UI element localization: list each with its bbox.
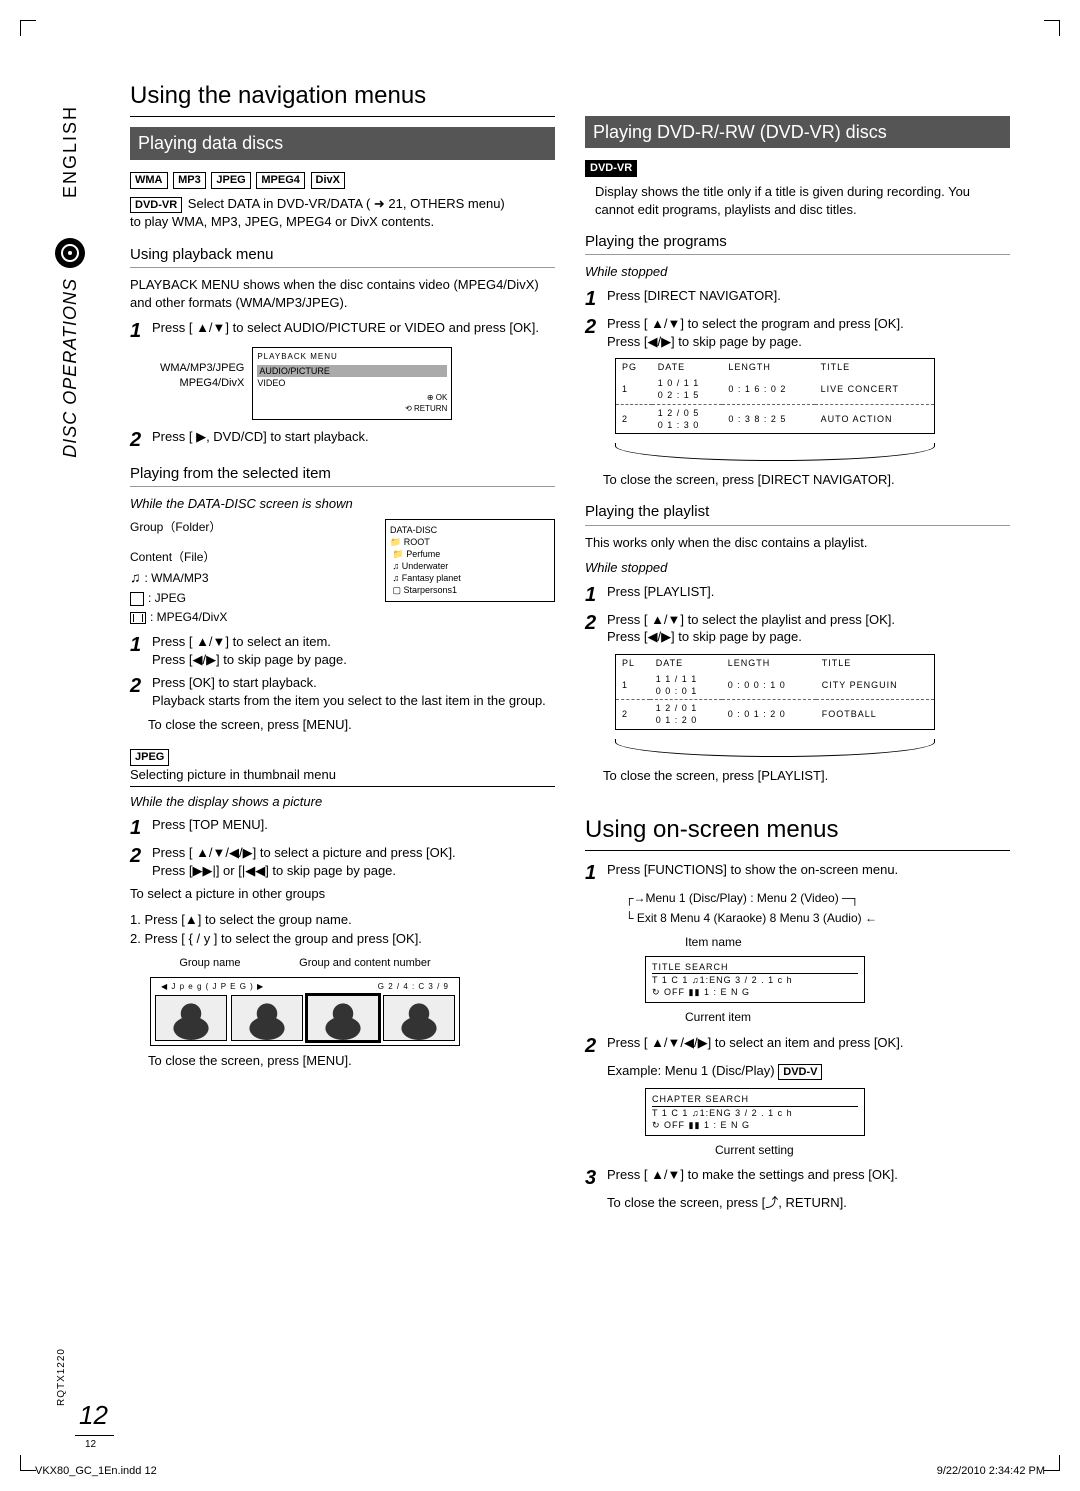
manual-page: ENGLISH DISC OPERATIONS Using the naviga… [0, 0, 1080, 1491]
step-1: 1 Press [ ▲/▼] to select AUDIO/PICTURE o… [130, 319, 555, 341]
section-playing-data-discs: Playing data discs [130, 127, 555, 159]
footer-file: VKX80_GC_1En.indd 12 [35, 1464, 157, 1479]
intro-text: DVD-VR Select DATA in DVD-VR/DATA ( ➜ 21… [130, 195, 555, 231]
badge-jpeg: JPEG [211, 172, 250, 189]
dvdvr-intro: Display shows the title only if a title … [585, 183, 1010, 218]
jpeg-subtitle: Selecting picture in thumbnail menu [130, 766, 555, 787]
close-note-1: To close the screen, press [MENU]. [148, 716, 555, 734]
right-column: Playing DVD-R/-RW (DVD-VR) discs DVD-VR … [585, 80, 1010, 1220]
note-picture: While the display shows a picture [130, 793, 555, 811]
section-dvd-vr: Playing DVD-R/-RW (DVD-VR) discs [585, 116, 1010, 148]
close-note-2: To close the screen, press [MENU]. [148, 1052, 555, 1070]
badge-dvd-vr-filled: DVD-VR [585, 160, 637, 177]
section-label: DISC OPERATIONS [58, 278, 82, 458]
film-icon [130, 612, 146, 624]
subhead-playback-menu: Using playback menu [130, 245, 555, 268]
menu-flow-diagram: ┌→Menu 1 (Disc/Play) : Menu 2 (Video) ─┐… [625, 889, 965, 927]
thumbnail-diagram: ◀ J p e g ( J P E G ) ▶ G 2 / 4 : C 3 / … [150, 977, 460, 1047]
badge-mpeg4: MPEG4 [256, 172, 305, 189]
music-icon [130, 571, 145, 585]
osd-diagram-1: TITLE SEARCH T 1 C 1 ♫1:ENG 3 / 2 . 1 c … [645, 956, 865, 1003]
badge-wma: WMA [130, 172, 168, 189]
doc-code: RQTX1220 [55, 1348, 69, 1406]
page-number-small: 12 [85, 1438, 96, 1452]
program-table: PGDATELENGTHTITLE 11 0 / 1 1 0 2 : 1 50 … [615, 358, 935, 434]
step-1b: 1 Press [ ▲/▼] to select an item.Press [… [130, 633, 555, 668]
step-2: 2 Press [ ▶, DVD/CD] to start playback. [130, 428, 555, 450]
badge-dvd-v: DVD-V [778, 1064, 822, 1081]
badge-dvd-vr: DVD-VR [130, 197, 182, 214]
badge-mp3: MP3 [173, 172, 206, 189]
data-disc-diagram: DATA-DISC 📁 ROOT 📁 Perfume ♫ Underwater … [385, 519, 555, 602]
playlist-table: PLDATELENGTHTITLE 11 1 / 1 1 0 0 : 0 10 … [615, 654, 935, 730]
page-number: 12 [75, 1398, 114, 1436]
note-data-disc: While the DATA-DISC screen is shown [130, 495, 555, 513]
footer-timestamp: 9/22/2010 2:34:42 PM [937, 1464, 1045, 1479]
subhead-selected-item: Playing from the selected item [130, 464, 555, 487]
heading-nav-menus: Using the navigation menus [130, 80, 555, 117]
subhead-programs: Playing the programs [585, 232, 1010, 255]
subhead-playlist: Playing the playlist [585, 502, 1010, 525]
left-column: Using the navigation menus Playing data … [130, 80, 555, 1220]
osd-diagram-2: CHAPTER SEARCH T 1 C 1 ♫1:ENG 3 / 2 . 1 … [645, 1088, 865, 1135]
lang-label: ENGLISH [58, 105, 82, 198]
side-tab: ENGLISH DISC OPERATIONS [55, 105, 85, 458]
badge-divx: DivX [311, 172, 345, 189]
jpeg-icon [130, 592, 144, 606]
disc-icon [55, 238, 85, 268]
format-badges: WMA MP3 JPEG MPEG4 DivX [130, 170, 555, 189]
heading-onscreen: Using on-screen menus [585, 814, 1010, 851]
step-2b: 2 Press [OK] to start playback.Playback … [130, 674, 555, 709]
badge-jpeg-2: JPEG [130, 749, 169, 766]
playback-menu-desc: PLAYBACK MENU shows when the disc contai… [130, 276, 555, 311]
playback-menu-diagram: PLAYBACK MENU AUDIO/PICTURE VIDEO ⊕ OK ⟲… [252, 347, 452, 420]
